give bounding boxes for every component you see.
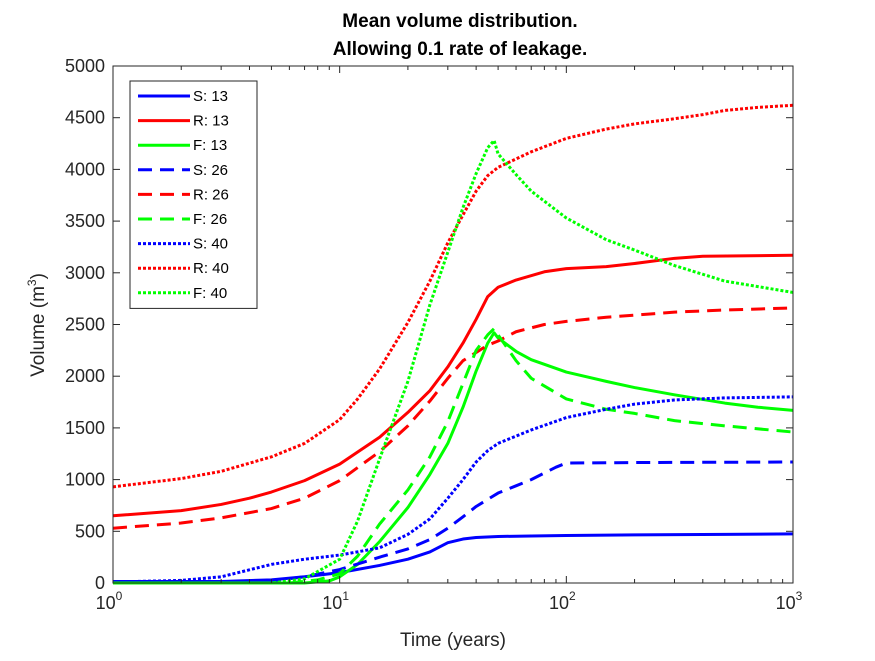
x-tick-label-exponent: 3 [796, 589, 803, 603]
y-tick-label: 1500 [65, 418, 105, 438]
x-tick-label-exponent: 2 [569, 589, 576, 603]
x-tick-label-base: 10 [549, 593, 569, 613]
x-tick-label-base: 10 [96, 593, 116, 613]
axes-layer: 0 500 1000 1500 2000 2500 3000 3500 4000 4500 5000… [65, 56, 803, 613]
y-tick-label: 2500 [65, 315, 105, 335]
y-tick-label: 500 [75, 521, 105, 541]
legend-label-7: S: 40 [193, 236, 228, 253]
series-line-9 [113, 138, 794, 585]
x-tick-label: 101 [322, 589, 349, 613]
legend-label-8: R: 40 [193, 260, 229, 277]
legend: S: 13 R: 13 F: 13 S: 26 R: 26 F: 26 S: 40 R: 40… [129, 80, 258, 309]
y-tick-label: 5000 [65, 56, 105, 76]
series-line-8 [112, 103, 794, 489]
x-tick-label: 103 [776, 589, 803, 613]
y-tick-label: 3000 [65, 263, 105, 283]
x-tick-label-exponent: 0 [116, 589, 123, 603]
legend-label-3: F: 13 [193, 137, 227, 154]
series-line-5 [112, 306, 794, 530]
x-tick-label-exponent: 1 [342, 589, 349, 603]
series-layer [112, 103, 794, 585]
x-tick-label: 100 [96, 589, 123, 613]
y-tick-label: 1000 [65, 470, 105, 490]
y-axis-label: Volume (m3) [25, 273, 49, 377]
x-axis-label: Time (years) [400, 630, 506, 651]
legend-label-9: F: 40 [193, 285, 227, 302]
legend-label-5: R: 26 [193, 186, 229, 203]
legend-label-1: S: 13 [193, 88, 228, 105]
y-tick-label: 4500 [65, 108, 105, 128]
y-axis-label-close: ) [28, 273, 49, 279]
legend-label-2: R: 13 [193, 113, 229, 130]
chart-title-line-1: Mean volume distribution. [342, 11, 577, 32]
series-line-2 [112, 253, 794, 518]
y-tick-label: 2000 [65, 366, 105, 386]
x-tick-label-base: 10 [776, 593, 796, 613]
x-tick-label: 102 [549, 589, 576, 613]
legend-label-6: F: 26 [193, 211, 227, 228]
chart-title-line-2: Allowing 0.1 rate of leakage. [333, 39, 587, 60]
y-tick-label: 3500 [65, 211, 105, 231]
y-axis-label-text: Volume (m [28, 286, 49, 377]
x-tick-label-base: 10 [322, 593, 342, 613]
y-tick-label: 0 [95, 573, 105, 593]
series-line-4 [113, 460, 794, 584]
series-line-7 [112, 395, 794, 584]
y-tick-label: 4000 [65, 159, 105, 179]
y-axis-label-superscript: 3 [25, 279, 39, 286]
legend-label-4: S: 26 [193, 162, 228, 179]
series-line-3 [113, 331, 794, 585]
